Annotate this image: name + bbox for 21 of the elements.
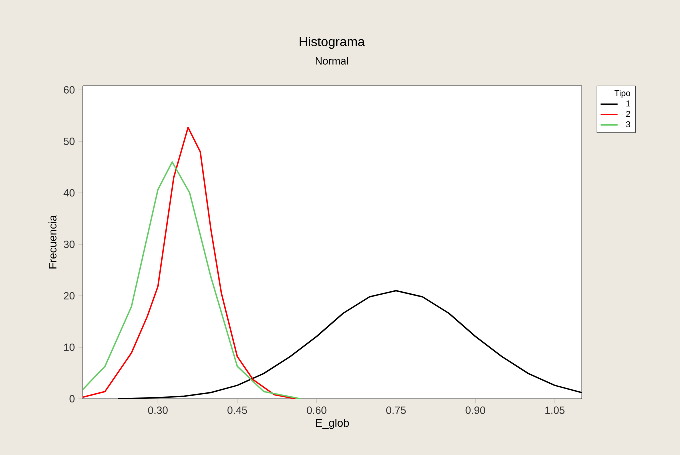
x-tick-label: 1.05 [546, 406, 565, 414]
x-tick-label: 0.60 [307, 406, 327, 414]
x-tick-label: 0.30 [148, 406, 168, 414]
y-tick-label: 0 [70, 395, 75, 403]
y-tick-label: 50 [64, 138, 75, 146]
y-tick-label: 40 [64, 189, 75, 197]
y-tick-label: 60 [64, 86, 75, 94]
x-axis-title: E_glob [316, 419, 350, 430]
x-tick-label: 0.75 [386, 406, 406, 414]
y-tick-label: 10 [64, 344, 75, 352]
legend-label: 2 [626, 111, 630, 118]
y-axis-title: Frecuencia [48, 215, 57, 269]
y-tick-label: 20 [64, 292, 75, 300]
chart-title: Histograma [300, 36, 366, 50]
y-tick-label: 30 [64, 240, 75, 248]
chart-subtitle: Normal [316, 57, 348, 65]
x-tick-label: 0.45 [228, 406, 248, 414]
legend-label: 3 [626, 122, 630, 128]
legend-title: Tipo [614, 90, 630, 98]
legend-label: 1 [626, 100, 630, 107]
x-tick-label: 0.90 [466, 406, 486, 414]
